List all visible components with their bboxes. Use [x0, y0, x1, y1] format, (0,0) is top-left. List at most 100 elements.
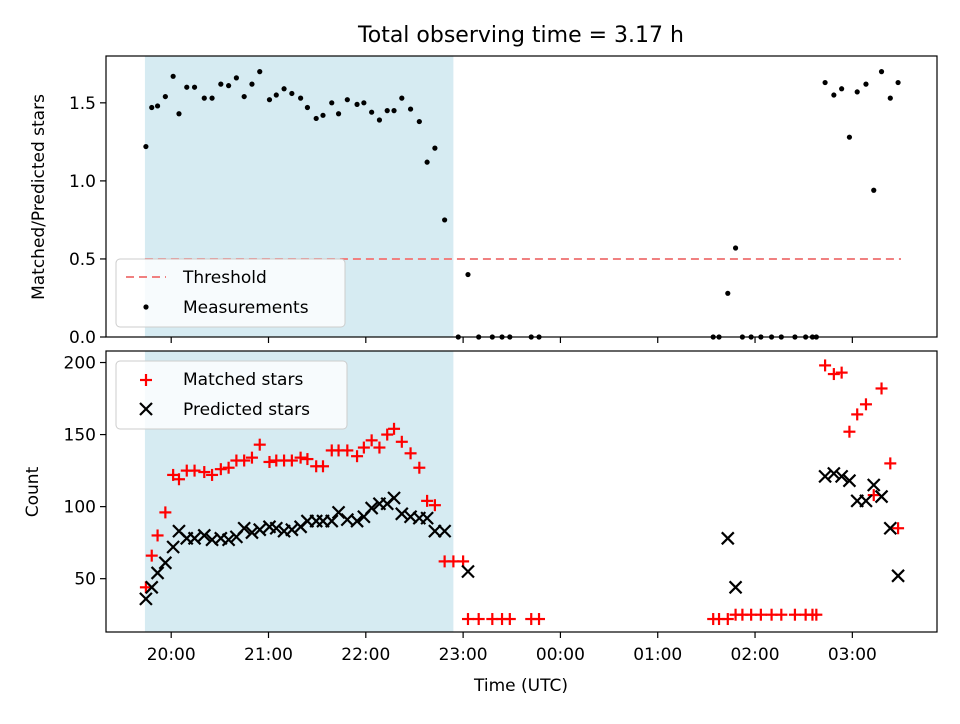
bottom-y-axis-label: Count [23, 466, 43, 517]
matched-stars-point [301, 453, 314, 466]
bottom-x-ticks: 20:00 21:00 22:00 23:00 00:00 01:00 02:00 03:00 [147, 632, 877, 665]
top-legend: Threshold Measurements [115, 258, 346, 328]
predicted-stars-point [437, 524, 452, 538]
measurements-point [218, 81, 224, 87]
predicted-stars-point [269, 521, 284, 536]
predicted-stars-point [874, 489, 889, 504]
matched-stars-point [421, 494, 434, 507]
legend-matched-label: Matched stars [183, 370, 303, 390]
legend-predicted-label: Predicted stars [183, 400, 310, 420]
predicted-stars-point [197, 528, 212, 543]
measurements-point [887, 95, 893, 101]
predicted-stars-point [428, 524, 442, 538]
legend-measurements-swatch [143, 304, 149, 310]
measurements-point [226, 83, 232, 89]
matched-stars-point [503, 613, 516, 626]
matched-stars-point [238, 454, 251, 467]
matched-stars-point [139, 581, 152, 594]
matched-stars-point [365, 434, 378, 447]
matched-stars-point [819, 359, 832, 372]
measurements-point [442, 217, 448, 223]
predicted-stars-point [245, 525, 259, 540]
matched-stars-point [285, 454, 298, 467]
predicted-stars-point [461, 564, 475, 579]
measurements-point [176, 111, 182, 117]
measurements-point [241, 93, 247, 100]
matched-stars-point [245, 451, 258, 464]
bottom-legend: Matched stars Predicted stars [115, 360, 348, 430]
x-tick-label: 21:00 [244, 645, 293, 665]
matched-stars-point [357, 441, 370, 454]
bottom-points [139, 359, 905, 626]
matched-stars-point [461, 613, 474, 626]
predicted-stars-point [728, 580, 743, 595]
x-tick-label: 20:00 [147, 645, 196, 665]
measurements-point [201, 95, 207, 101]
matched-stars-point [775, 608, 788, 621]
y-tick-label: 50 [74, 570, 96, 590]
matched-stars-point [395, 435, 408, 448]
measurements-point [154, 103, 161, 109]
top-panel: 0.0 0.5 1.0 1.5 Matched/Predicted stars Thr… [29, 55, 938, 348]
legend-threshold-label: Threshold [182, 268, 267, 288]
legend-predicted-swatch [139, 402, 153, 416]
measurements-point [184, 84, 190, 90]
matched-stars-point [754, 608, 767, 621]
matched-stars-point [867, 489, 880, 502]
measurements-point [354, 101, 360, 107]
measurements-point [344, 97, 350, 103]
matched-stars-point [835, 366, 848, 379]
predicted-stars-point [221, 532, 236, 547]
matched-stars-point [788, 608, 801, 621]
y-tick-label: 1.0 [69, 172, 96, 192]
top-y-axis-label: Matched/Predicted stars [29, 94, 49, 300]
predicted-stars-point [721, 531, 735, 546]
matched-stars-point [263, 455, 276, 468]
measurements-point [416, 118, 422, 125]
predicted-stars-point [420, 511, 434, 525]
matched-stars-point [188, 464, 201, 477]
predicted-stars-point [818, 469, 832, 484]
y-tick-label: 0.0 [69, 328, 96, 348]
y-tick-label: 0.5 [69, 250, 96, 270]
matched-stars-point [533, 613, 546, 626]
measurements-point [822, 79, 828, 86]
bottom-y-ticks: 50 100 150 200 [64, 354, 106, 590]
measurements-point [854, 89, 860, 95]
predicted-stars-point [834, 469, 849, 484]
predicted-stars-point [364, 501, 379, 515]
measurements-point [273, 92, 279, 98]
matched-stars-point [222, 461, 235, 474]
measurements-point [298, 95, 304, 101]
predicted-stars-point [252, 522, 267, 537]
y-tick-label: 100 [64, 498, 96, 518]
x-tick-label: 02:00 [731, 645, 780, 665]
measurements-point [289, 90, 295, 97]
measurements-point [871, 187, 877, 193]
top-x-ticks [170, 337, 853, 343]
predicted-stars-point [350, 514, 364, 528]
measurements-point [376, 117, 383, 123]
y-tick-label: 150 [64, 426, 96, 446]
y-tick-label: 1.5 [69, 94, 96, 114]
predicted-stars-point [866, 478, 881, 492]
measurements-point [732, 245, 739, 251]
y-tick-label: 200 [64, 354, 96, 374]
matched-stars-point [428, 499, 441, 512]
predicted-stars-point [891, 569, 905, 583]
x-tick-label: 00:00 [536, 645, 585, 665]
matched-stars-point [198, 466, 211, 479]
measurements-point [209, 95, 215, 101]
matched-stars-point [373, 441, 386, 454]
matched-stars-point [214, 463, 227, 476]
measurements-point [281, 86, 287, 92]
legend-matched-swatch [140, 374, 152, 386]
matched-stars-point [810, 608, 823, 621]
measurements-point [191, 84, 198, 90]
predicted-stars-point [827, 466, 841, 481]
predicted-stars-point [842, 473, 857, 488]
measurements-point [424, 159, 430, 165]
x-axis-label: Time (UTC) [473, 676, 568, 696]
matched-stars-point [351, 450, 364, 463]
measurements-point [361, 100, 367, 106]
